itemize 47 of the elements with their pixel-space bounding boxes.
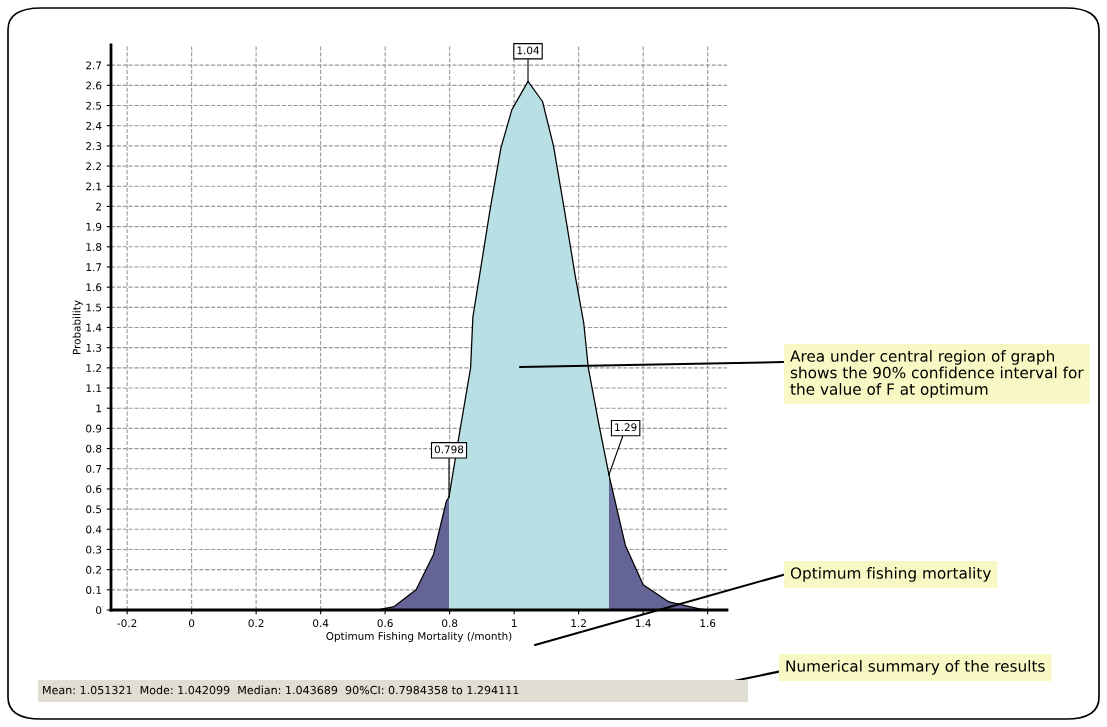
annotation: 0.798 xyxy=(434,445,464,454)
y-tick-label: 0.3 xyxy=(86,545,102,554)
y-tick-label: 1.7 xyxy=(86,263,102,271)
x-axis-title: Optimum Fishing Mortality (/month) xyxy=(326,631,512,642)
x-tick-label: 1.6 xyxy=(700,619,716,628)
y-tick-label: 0.2 xyxy=(86,565,101,574)
y-tick-label: 0 xyxy=(96,606,102,615)
x-tick-label: 0.2 xyxy=(248,619,264,628)
y-tick-label: 2.4 xyxy=(86,121,102,130)
x-tick-label: 0.8 xyxy=(442,619,458,628)
y-tick-label: 0.8 xyxy=(86,444,102,453)
annotation: 1.04 xyxy=(517,46,540,55)
y-tick-label: 0.4 xyxy=(86,525,102,534)
x-tick-label: 1.4 xyxy=(636,619,651,627)
y-tick-label: 1.8 xyxy=(86,243,102,251)
y-tick-label: 0.5 xyxy=(86,505,102,514)
y-tick-label: 1.4 xyxy=(86,323,102,332)
x-tick-label: 0.6 xyxy=(377,619,393,628)
y-tick-label: 1 xyxy=(96,404,102,413)
x-tick-label: 1 xyxy=(511,619,517,627)
y-tick-label: 2.7 xyxy=(86,61,102,70)
text: Area under central region of graph shows the 90% confidence interval for the value of F at optimum xyxy=(790,350,1084,398)
y-tick-label: 0.9 xyxy=(86,424,102,433)
y-tick-label: 2.5 xyxy=(86,101,102,110)
x-tick-label: 0.4 xyxy=(313,619,329,628)
y-tick-label: 0.6 xyxy=(86,485,102,494)
x-tick-label: 1.2 xyxy=(571,619,586,627)
y-tick-label: 0.7 xyxy=(86,464,102,473)
y-tick-label: 2 xyxy=(96,202,101,211)
text: Mean: 1.051321 Mode: 1.042099 Median: 1.043689 90%CI: 0.7984358 to 1.294111 xyxy=(43,685,519,695)
x-tick-label: 0 xyxy=(189,619,195,628)
y-tick-label: 1.3 xyxy=(86,343,102,352)
annotation: 1.29 xyxy=(615,423,637,432)
text: Optimum fishing mortality xyxy=(790,567,991,582)
y-tick-label: 0.1 xyxy=(86,586,102,594)
y-tick-label: 1.5 xyxy=(86,303,102,312)
y-tick-label: 2.1 xyxy=(86,182,102,191)
y-tick-label: 1.2 xyxy=(86,364,101,372)
y-tick-label: 2.2 xyxy=(86,162,101,171)
y-tick-label: 1.9 xyxy=(86,222,102,231)
y-tick-label: 2.6 xyxy=(86,81,102,90)
y-tick-label: 1.6 xyxy=(86,283,102,292)
y-tick-label: 2.3 xyxy=(86,142,102,150)
y-axis-title: Probability xyxy=(72,300,83,355)
x-tick-label: -0.2 xyxy=(117,619,137,628)
text: Numerical summary of the results xyxy=(786,660,1045,675)
y-tick-label: 1.1 xyxy=(86,384,102,392)
